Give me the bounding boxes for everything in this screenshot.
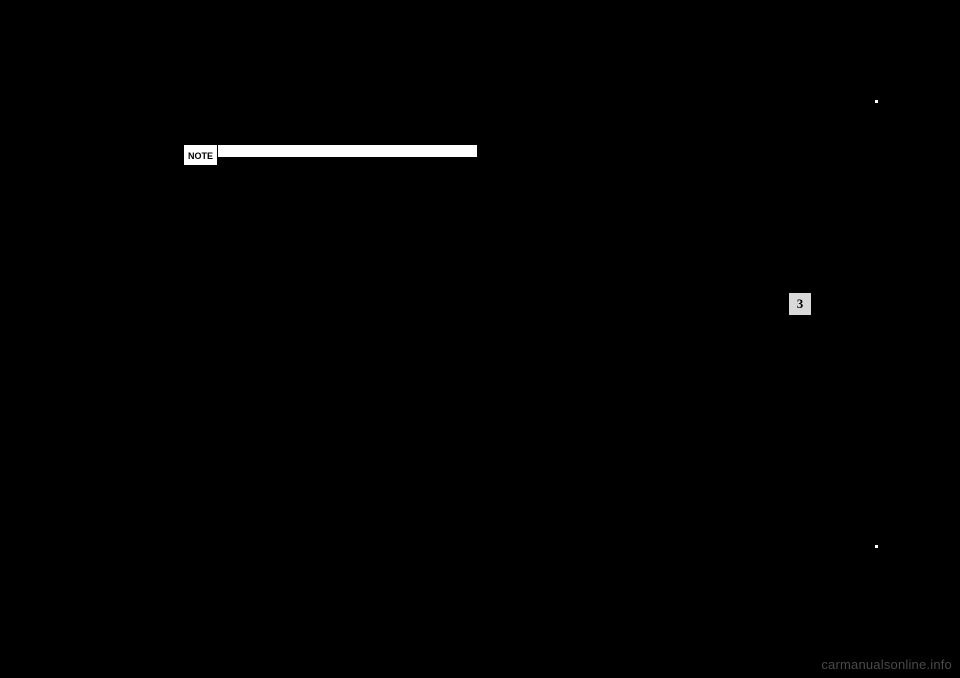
watermark-text: carmanualsonline.info bbox=[821, 657, 952, 672]
margin-dot-top bbox=[875, 100, 878, 103]
note-box: NOTE bbox=[183, 144, 218, 166]
note-underline bbox=[215, 145, 477, 157]
margin-dot-bottom bbox=[875, 545, 878, 548]
section-number: 3 bbox=[797, 296, 804, 312]
note-label: NOTE bbox=[188, 151, 213, 161]
section-tab: 3 bbox=[788, 292, 812, 316]
manual-page: NOTE 3 carmanualsonline.info bbox=[0, 0, 960, 678]
